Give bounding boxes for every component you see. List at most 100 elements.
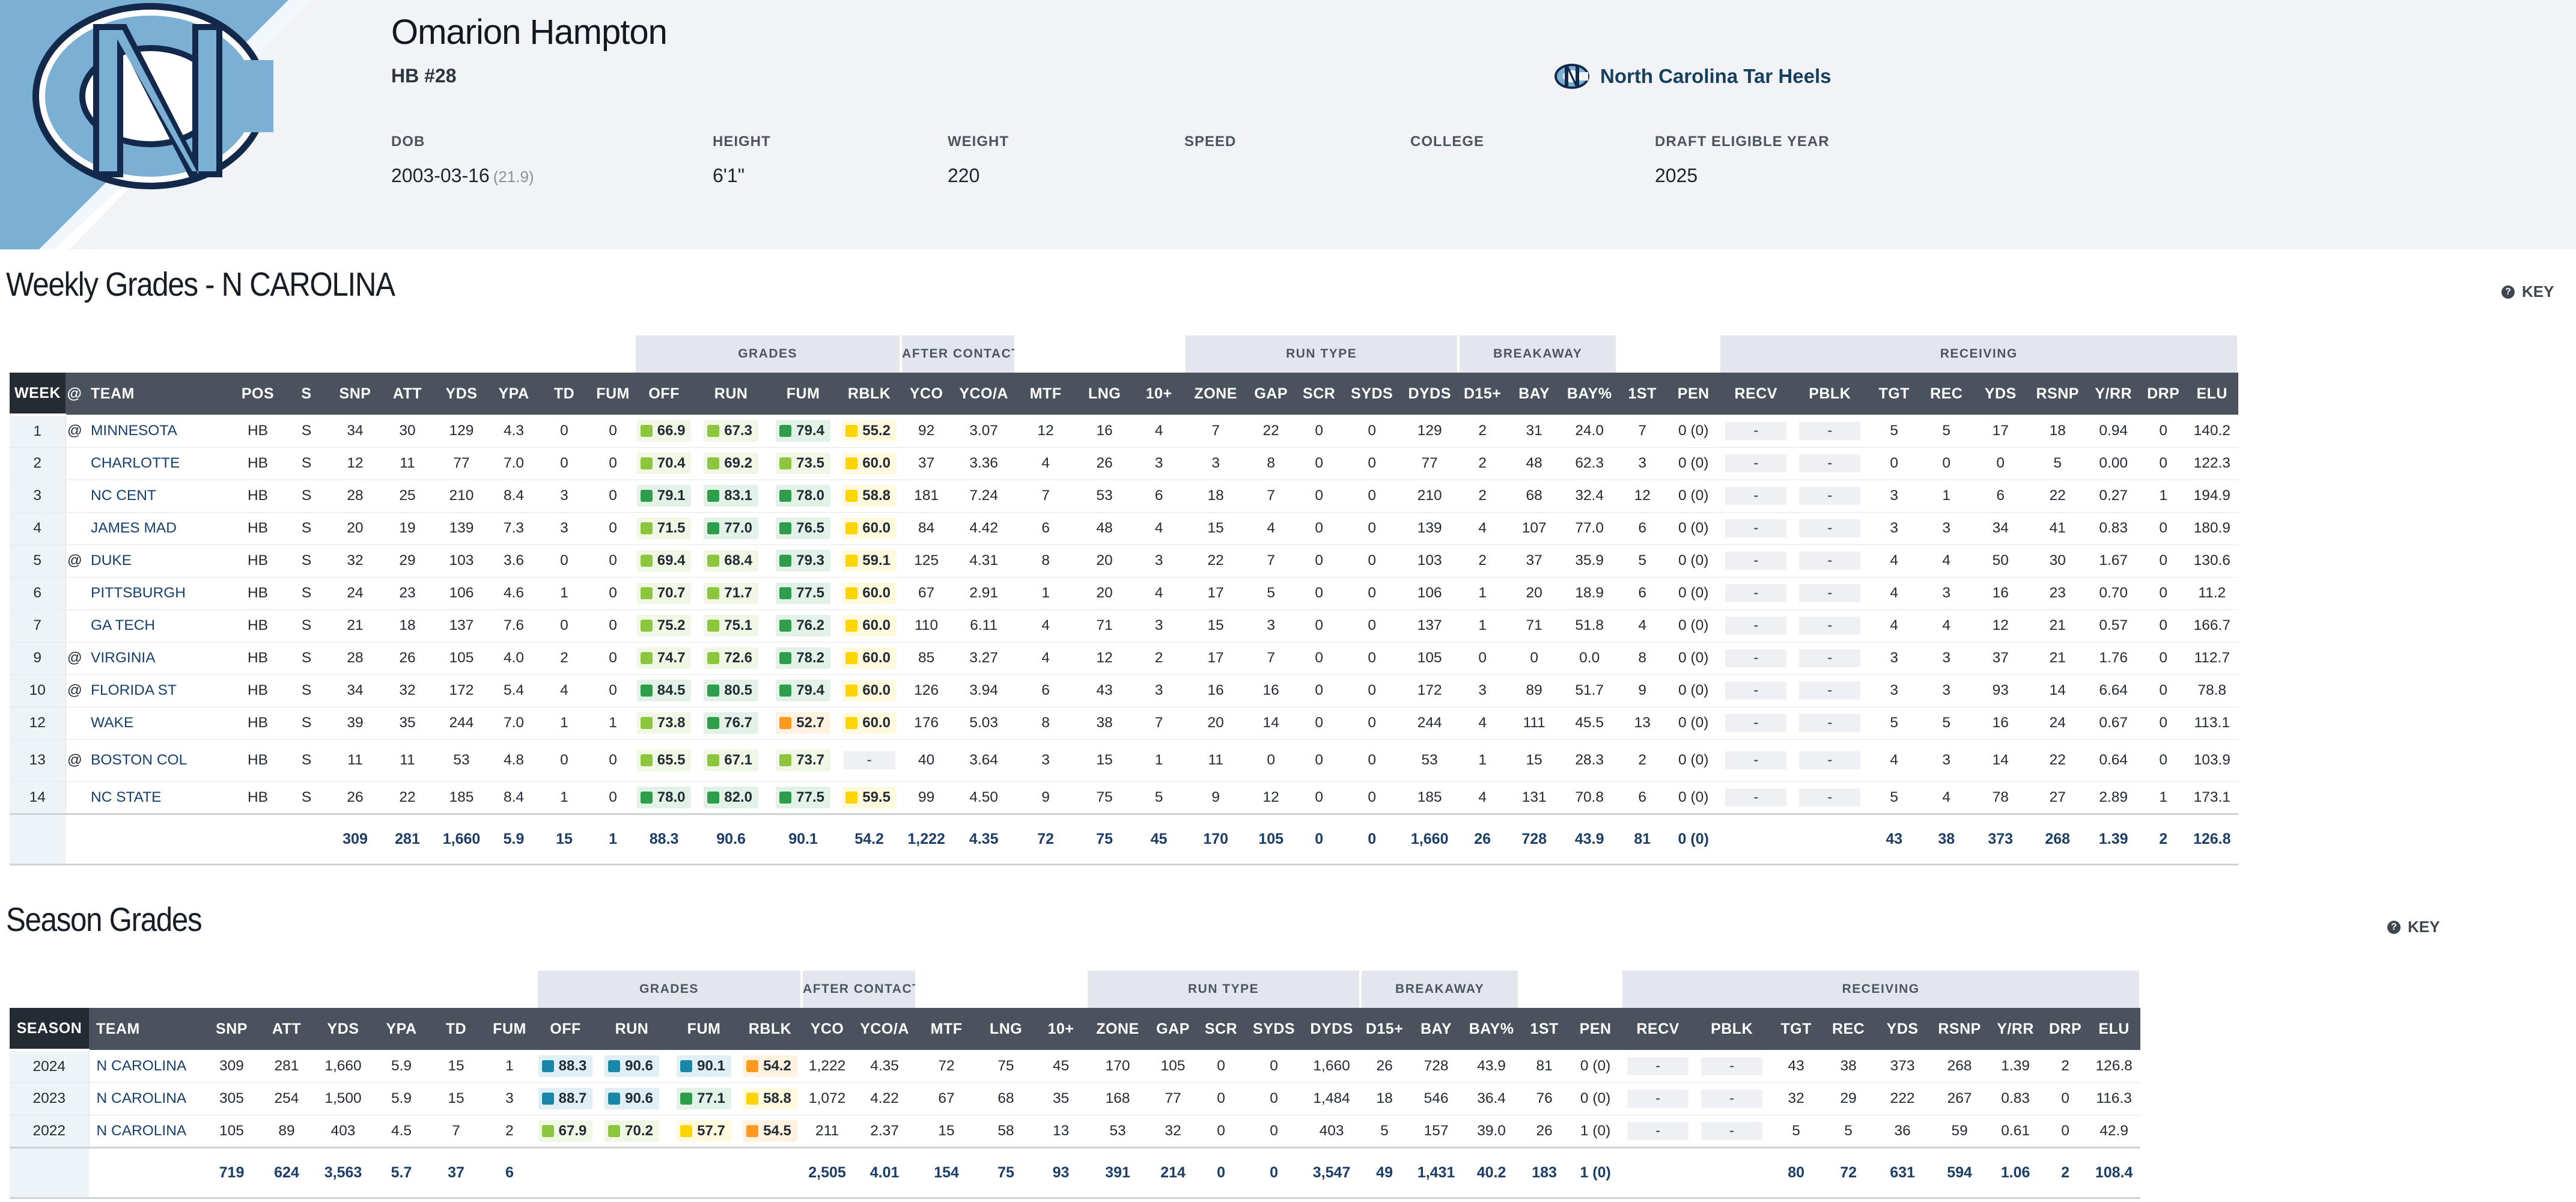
col-header-d15-plus-22[interactable]: D15+	[1360, 1008, 1409, 1050]
col-header-bay-23[interactable]: BAY	[1408, 1008, 1464, 1050]
col-header-y-rr-36[interactable]: Y/RR	[2086, 373, 2142, 415]
col-header-off-8[interactable]: OFF	[537, 1008, 594, 1050]
col-header-fum-10[interactable]: FUM	[669, 1008, 738, 1050]
col-header-run-12[interactable]: RUN	[693, 373, 769, 415]
col-header-rec-30[interactable]: REC	[1823, 1008, 1874, 1050]
team-link-cell[interactable]: FLORIDA ST	[84, 674, 231, 707]
col-header-bay-pct-24[interactable]: BAY%	[1464, 1008, 1520, 1050]
stat-cell: 3	[1867, 480, 1922, 513]
stat-cell: 7.24	[952, 480, 1016, 513]
col-header-yds-31[interactable]: YDS	[1874, 1008, 1932, 1050]
stat-cell: 0	[1867, 447, 1922, 480]
col-header-yco-a-13[interactable]: YCO/A	[853, 1008, 917, 1050]
col-header-elu-38[interactable]: ELU	[2185, 373, 2239, 415]
col-header-dyds-21[interactable]: DYDS	[1303, 1008, 1361, 1050]
col-header-team-2[interactable]: TEAM	[84, 373, 231, 415]
col-header-1st-25[interactable]: 1ST	[1519, 1008, 1570, 1050]
col-header-pen-26[interactable]: PEN	[1570, 1008, 1622, 1050]
col-header-10-plus-16[interactable]: 10+	[1035, 1008, 1087, 1050]
col-header-off-11[interactable]: OFF	[635, 373, 694, 415]
col-header-week-0[interactable]: WEEK	[10, 373, 65, 416]
col-header--1[interactable]: @	[65, 373, 84, 415]
col-header-yds-4[interactable]: YDS	[313, 1008, 373, 1050]
col-header-tgt-32[interactable]: TGT	[1867, 373, 1922, 415]
col-header-rblk-11[interactable]: RBLK	[738, 1008, 802, 1050]
col-header-run-9[interactable]: RUN	[594, 1008, 669, 1050]
col-header-dyds-24[interactable]: DYDS	[1401, 373, 1459, 415]
col-header-recv-27[interactable]: RECV	[1621, 1008, 1695, 1050]
col-header-rblk-14[interactable]: RBLK	[838, 373, 901, 415]
col-header-zone-20[interactable]: ZONE	[1184, 373, 1247, 415]
grade-value: 58.8	[862, 487, 891, 504]
col-header-att-3[interactable]: ATT	[260, 1008, 313, 1050]
col-header-10-plus-19[interactable]: 10+	[1133, 373, 1185, 415]
col-header-drp-34[interactable]: DRP	[2043, 1008, 2088, 1050]
team-link-cell[interactable]: VIRGINIA	[84, 642, 231, 675]
col-header-snp-5[interactable]: SNP	[328, 373, 382, 415]
col-header-fum-7[interactable]: FUM	[483, 1008, 537, 1050]
col-header-elu-35[interactable]: ELU	[2087, 1008, 2141, 1050]
col-header-zone-17[interactable]: ZONE	[1086, 1008, 1149, 1050]
col-header-snp-2[interactable]: SNP	[203, 1008, 260, 1050]
col-header-mtf-17[interactable]: MTF	[1015, 373, 1076, 415]
col-header-mtf-14[interactable]: MTF	[916, 1008, 977, 1050]
col-header-y-rr-33[interactable]: Y/RR	[1988, 1008, 2044, 1050]
col-header-lng-18[interactable]: LNG	[1076, 373, 1134, 415]
col-header-season-0[interactable]: SEASON	[10, 1008, 89, 1051]
col-header-yds-34[interactable]: YDS	[1972, 373, 2030, 415]
col-header-bay-pct-27[interactable]: BAY%	[1562, 373, 1618, 415]
col-header-gap-21[interactable]: GAP	[1247, 373, 1296, 415]
col-header-rsnp-32[interactable]: RSNP	[1931, 1008, 1988, 1050]
team-link[interactable]: North Carolina Tar Heels	[1553, 63, 1831, 90]
col-header-team-1[interactable]: TEAM	[89, 1008, 203, 1050]
col-header-1st-28[interactable]: 1ST	[1617, 373, 1668, 415]
col-header-d15-plus-25[interactable]: D15+	[1458, 373, 1507, 415]
col-header-s-4[interactable]: S	[285, 373, 328, 415]
col-header-att-6[interactable]: ATT	[382, 373, 433, 415]
col-header-fum-13[interactable]: FUM	[769, 373, 838, 415]
col-header-bay-26[interactable]: BAY	[1506, 373, 1562, 415]
col-header-td-6[interactable]: TD	[430, 1008, 483, 1050]
col-header-ypa-5[interactable]: YPA	[373, 1008, 430, 1050]
team-link-cell[interactable]: CHARLOTTE	[84, 447, 231, 480]
team-link-cell[interactable]: PITTSBURGH	[84, 577, 231, 610]
team-link-cell[interactable]: DUKE	[84, 545, 231, 578]
total-cell	[84, 813, 231, 865]
col-header-scr-22[interactable]: SCR	[1295, 373, 1344, 415]
col-header-pblk-31[interactable]: PBLK	[1792, 373, 1868, 415]
team-link-cell[interactable]: MINNESOTA	[84, 415, 231, 448]
stat-cell: 137	[1401, 609, 1459, 642]
weekly-key-button[interactable]: ? KEY	[2501, 282, 2554, 301]
team-link-cell[interactable]: N CAROLINA	[89, 1082, 203, 1115]
col-header-syds-23[interactable]: SYDS	[1343, 373, 1401, 415]
col-header-yds-7[interactable]: YDS	[433, 373, 490, 415]
col-header-lng-15[interactable]: LNG	[976, 1008, 1036, 1050]
col-header-yco-15[interactable]: YCO	[901, 373, 952, 415]
col-header-ypa-8[interactable]: YPA	[490, 373, 537, 415]
col-header-pblk-28[interactable]: PBLK	[1694, 1008, 1770, 1050]
col-header-rsnp-35[interactable]: RSNP	[2029, 373, 2086, 415]
col-header-gap-18[interactable]: GAP	[1149, 1008, 1198, 1050]
team-link-cell[interactable]: NC CENT	[84, 480, 231, 513]
team-link-cell[interactable]: GA TECH	[84, 609, 231, 642]
col-header-rec-33[interactable]: REC	[1921, 373, 1972, 415]
col-header-pen-29[interactable]: PEN	[1667, 373, 1720, 415]
col-header-td-9[interactable]: TD	[537, 373, 591, 415]
col-header-recv-30[interactable]: RECV	[1719, 373, 1793, 415]
col-header-yco-12[interactable]: YCO	[802, 1008, 853, 1050]
col-header-drp-37[interactable]: DRP	[2141, 373, 2186, 415]
season-key-button[interactable]: ? KEY	[2387, 918, 2440, 936]
col-header-yco-a-16[interactable]: YCO/A	[952, 373, 1016, 415]
col-header-pos-3[interactable]: POS	[231, 373, 285, 415]
col-header-syds-20[interactable]: SYDS	[1245, 1008, 1303, 1050]
col-header-fum-10[interactable]: FUM	[591, 373, 635, 415]
team-link-cell[interactable]: BOSTON COL	[84, 739, 231, 782]
team-link-cell[interactable]: N CAROLINA	[89, 1115, 203, 1148]
team-link-cell[interactable]: WAKE	[84, 707, 231, 740]
grade-color-swatch	[845, 457, 858, 469]
team-link-cell[interactable]: NC STATE	[84, 781, 231, 814]
team-link-cell[interactable]: N CAROLINA	[89, 1050, 203, 1083]
team-link-cell[interactable]: JAMES MAD	[84, 512, 231, 545]
col-header-scr-19[interactable]: SCR	[1197, 1008, 1246, 1050]
col-header-tgt-29[interactable]: TGT	[1769, 1008, 1824, 1050]
